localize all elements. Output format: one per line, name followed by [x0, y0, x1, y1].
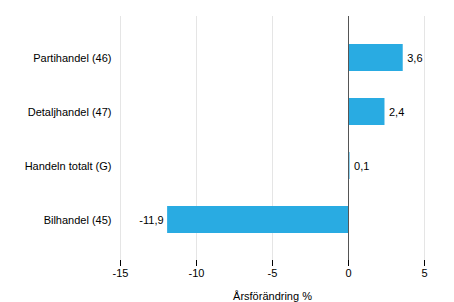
svg-text:Bilhandel (45): Bilhandel (45)	[44, 214, 112, 226]
svg-text:-11,9: -11,9	[139, 214, 163, 226]
svg-text:-10: -10	[189, 267, 205, 279]
svg-text:Årsförändring %: Årsförändring %	[233, 290, 312, 302]
svg-text:2,4: 2,4	[389, 106, 404, 118]
svg-text:Handeln totalt (G): Handeln totalt (G)	[25, 160, 112, 172]
svg-text:0: 0	[345, 267, 351, 279]
svg-text:0,1: 0,1	[354, 160, 369, 172]
svg-text:3,6: 3,6	[407, 52, 422, 64]
svg-text:5: 5	[421, 267, 427, 279]
svg-text:-15: -15	[113, 267, 129, 279]
svg-text:-5: -5	[268, 267, 278, 279]
svg-text:Detaljhandel (47): Detaljhandel (47)	[28, 106, 112, 118]
svg-text:Partihandel (46): Partihandel (46)	[33, 52, 111, 64]
